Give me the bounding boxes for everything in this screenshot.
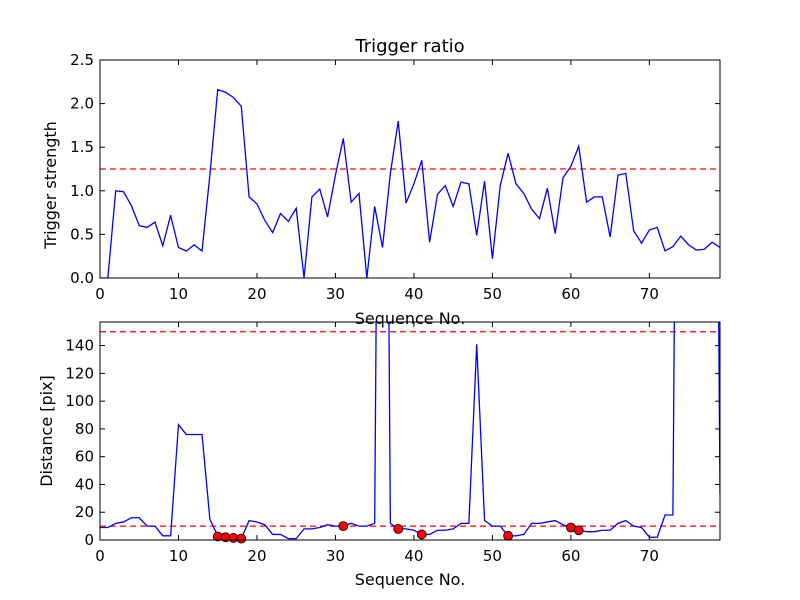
bottom-x-tick-label-6: 60 — [561, 547, 580, 565]
bottom-y-tick-label-2: 40 — [75, 475, 94, 493]
bottom-series-line — [100, 322, 720, 540]
top-x-tick-label-3: 30 — [326, 285, 345, 303]
top-y-tick-label-1: 0.5 — [70, 225, 94, 243]
top-x-tick-label-1: 10 — [169, 285, 188, 303]
top-x-tick-label-7: 70 — [640, 285, 659, 303]
top-x-axis-label: Sequence No. — [355, 309, 466, 328]
top-axes-frame — [99, 59, 721, 279]
bottom-marker-4 — [338, 521, 349, 532]
bottom-x-tick-label-0: 0 — [95, 547, 105, 565]
bottom-y-tick-label-6: 120 — [65, 364, 94, 382]
trigger-ratio-plot: Trigger ratio Sequence No. Trigger stren… — [41, 36, 721, 328]
bottom-x-tick-label-3: 30 — [326, 547, 345, 565]
bottom-y-tick-label-7: 140 — [65, 337, 94, 355]
distance-plot: Sequence No. Distance [pix] 0 10 20 30 40 50 6… — [37, 321, 721, 589]
top-y-tick-label-2: 1.0 — [70, 182, 94, 200]
top-series-line — [100, 88, 720, 278]
bottom-y-tick-label-3: 60 — [75, 448, 94, 466]
top-x-tick-label-6: 60 — [561, 285, 580, 303]
bottom-x-axis-label: Sequence No. — [355, 570, 466, 589]
bottom-marker-5 — [393, 523, 404, 534]
bottom-x-tick-label-7: 70 — [640, 547, 659, 565]
top-y-tick-label-4: 2.0 — [70, 95, 94, 113]
bottom-x-tick-label-1: 10 — [169, 547, 188, 565]
top-y-axis-label: Trigger strength — [41, 121, 60, 250]
bottom-x-tick-label-2: 20 — [247, 547, 266, 565]
bottom-axes-frame — [99, 321, 721, 541]
top-x-tick-label-0: 0 — [95, 285, 105, 303]
bottom-marker-6 — [416, 529, 427, 540]
top-x-tick-label-2: 20 — [247, 285, 266, 303]
top-x-tick-label-5: 50 — [483, 285, 502, 303]
chart-title: Trigger ratio — [354, 36, 464, 57]
top-y-tick-label-5: 2.5 — [70, 51, 94, 69]
bottom-x-tick-label-5: 50 — [483, 547, 502, 565]
bottom-y-axis-label: Distance [pix] — [37, 375, 56, 487]
bottom-x-tick-label-4: 40 — [404, 547, 423, 565]
bottom-marker-3 — [236, 533, 247, 544]
top-x-tick-label-4: 40 — [404, 285, 423, 303]
bottom-marker-9 — [573, 525, 584, 536]
bottom-y-tick-label-5: 100 — [65, 392, 94, 410]
bottom-y-tick-label-1: 20 — [75, 503, 94, 521]
bottom-marker-7 — [503, 530, 514, 541]
top-y-tick-label-0: 0.0 — [70, 269, 94, 287]
top-y-tick-label-3: 1.5 — [70, 138, 94, 156]
bottom-y-tick-label-4: 80 — [75, 420, 94, 438]
bottom-y-tick-label-0: 0 — [84, 531, 94, 549]
